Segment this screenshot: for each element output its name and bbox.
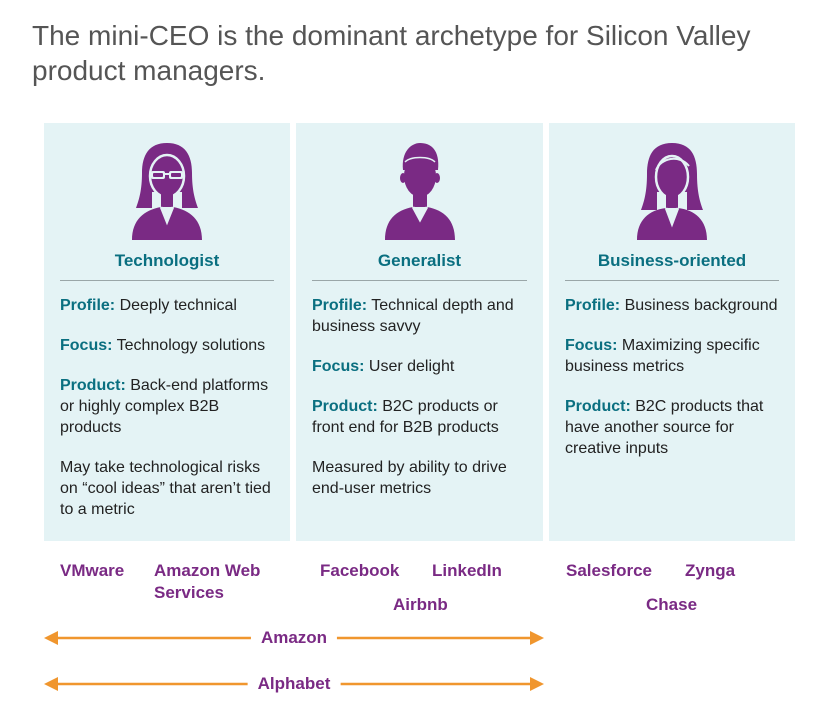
- profile-value: Business background: [624, 297, 778, 314]
- company-airbnb: Airbnb: [393, 595, 448, 614]
- archetype-panel-generalist: Generalist Profile: Technical depth and …: [296, 123, 543, 541]
- archetype-details: Profile: Deeply technical Focus: Technol…: [60, 295, 276, 539]
- profile-row: Profile: Deeply technical: [60, 295, 276, 316]
- span-arrow-alphabet: Alphabet: [44, 672, 544, 696]
- man-icon: [383, 140, 457, 240]
- company-zynga: Zynga: [685, 561, 736, 580]
- focus-row: Focus: User delight: [312, 356, 529, 377]
- divider: [312, 280, 527, 281]
- archetype-panel-technologist: Technologist Profile: Deeply technical F…: [44, 123, 290, 541]
- profile-label: Profile:: [312, 297, 368, 314]
- span-label: Amazon: [250, 626, 338, 650]
- company-linkedin: LinkedIn: [432, 561, 502, 580]
- span-arrow-amazon: Amazon: [44, 626, 544, 650]
- product-label: Product:: [60, 377, 126, 394]
- archetype-name: Technologist: [114, 251, 220, 270]
- company-facebook: Facebook: [320, 561, 400, 580]
- divider: [565, 280, 779, 281]
- profile-row: Profile: Technical depth and business sa…: [312, 295, 529, 337]
- focus-label: Focus:: [565, 337, 618, 354]
- archetype-name: Generalist: [377, 251, 462, 270]
- archetype-details: Profile: Business background Focus: Maxi…: [565, 295, 781, 478]
- page-title: The mini-CEO is the dominant archetype f…: [32, 20, 751, 86]
- focus-row: Focus: Maximizing specific business metr…: [565, 335, 781, 377]
- product-value: B2C products or front end for B2B produc…: [312, 398, 499, 436]
- profile-label: Profile:: [60, 297, 116, 314]
- archetype-name: Business-oriented: [597, 251, 747, 270]
- product-label: Product:: [312, 398, 378, 415]
- archetype-panel-business-oriented: Business-oriented Profile: Business back…: [549, 123, 795, 541]
- divider: [60, 280, 274, 281]
- archetype-details: Profile: Technical depth and business sa…: [312, 295, 529, 518]
- span-label: Alphabet: [247, 672, 341, 696]
- product-row: Product: B2C products or front end for B…: [312, 396, 529, 438]
- company-vmware: VMware: [60, 561, 125, 580]
- profile-value: Technical depth and business savvy: [312, 297, 514, 335]
- focus-value: Maximizing specific business metrics: [565, 337, 760, 375]
- profile-label: Profile:: [565, 297, 621, 314]
- product-row: Product: Back-end platforms or highly co…: [60, 375, 276, 438]
- woman-icon: [635, 140, 709, 240]
- focus-row: Focus: Technology solutions: [60, 335, 276, 356]
- product-label: Product:: [565, 398, 631, 415]
- company-amazon-web-services: Amazon Web Services: [154, 561, 261, 602]
- focus-value: User delight: [368, 358, 455, 375]
- focus-label: Focus:: [312, 358, 365, 375]
- profile-value: Deeply technical: [119, 297, 237, 314]
- note-row: May take technological risks on “cool id…: [60, 459, 271, 518]
- product-value: B2C products that have another source fo…: [565, 398, 764, 457]
- company-chase: Chase: [646, 595, 698, 614]
- focus-label: Focus:: [60, 337, 113, 354]
- product-value: Back-end platforms or highly complex B2B…: [60, 377, 269, 436]
- product-row: Product: B2C products that have another …: [565, 396, 781, 459]
- focus-value: Technology solutions: [116, 337, 266, 354]
- profile-row: Profile: Business background: [565, 295, 781, 316]
- company-salesforce: Salesforce: [566, 561, 652, 580]
- woman-with-glasses-icon: [130, 140, 204, 240]
- note-row: Measured by ability to drive end-user me…: [312, 459, 507, 497]
